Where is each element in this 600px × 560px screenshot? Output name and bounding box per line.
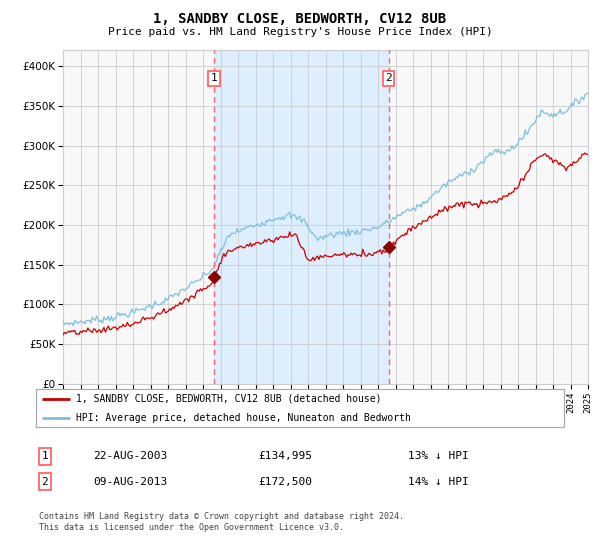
Text: 22-AUG-2003: 22-AUG-2003 [93,451,167,461]
Text: 2: 2 [41,477,49,487]
Text: 1: 1 [211,73,218,83]
Text: £172,500: £172,500 [258,477,312,487]
Text: 09-AUG-2013: 09-AUG-2013 [93,477,167,487]
Bar [214,50,389,384]
Text: 2: 2 [385,73,392,83]
Text: 13% ↓ HPI: 13% ↓ HPI [408,451,469,461]
Text: HPI: Average price, detached house, Nuneaton and Bedworth: HPI: Average price, detached house, Nune… [76,413,410,423]
Text: 1, SANDBY CLOSE, BEDWORTH, CV12 8UB: 1, SANDBY CLOSE, BEDWORTH, CV12 8UB [154,12,446,26]
Text: Contains HM Land Registry data © Crown copyright and database right 2024.
This d: Contains HM Land Registry data © Crown c… [39,512,404,532]
Text: Price paid vs. HM Land Registry's House Price Index (HPI): Price paid vs. HM Land Registry's House … [107,27,493,37]
Text: 1: 1 [41,451,49,461]
Text: £134,995: £134,995 [258,451,312,461]
Text: 1, SANDBY CLOSE, BEDWORTH, CV12 8UB (detached house): 1, SANDBY CLOSE, BEDWORTH, CV12 8UB (det… [76,394,381,404]
Text: 14% ↓ HPI: 14% ↓ HPI [408,477,469,487]
